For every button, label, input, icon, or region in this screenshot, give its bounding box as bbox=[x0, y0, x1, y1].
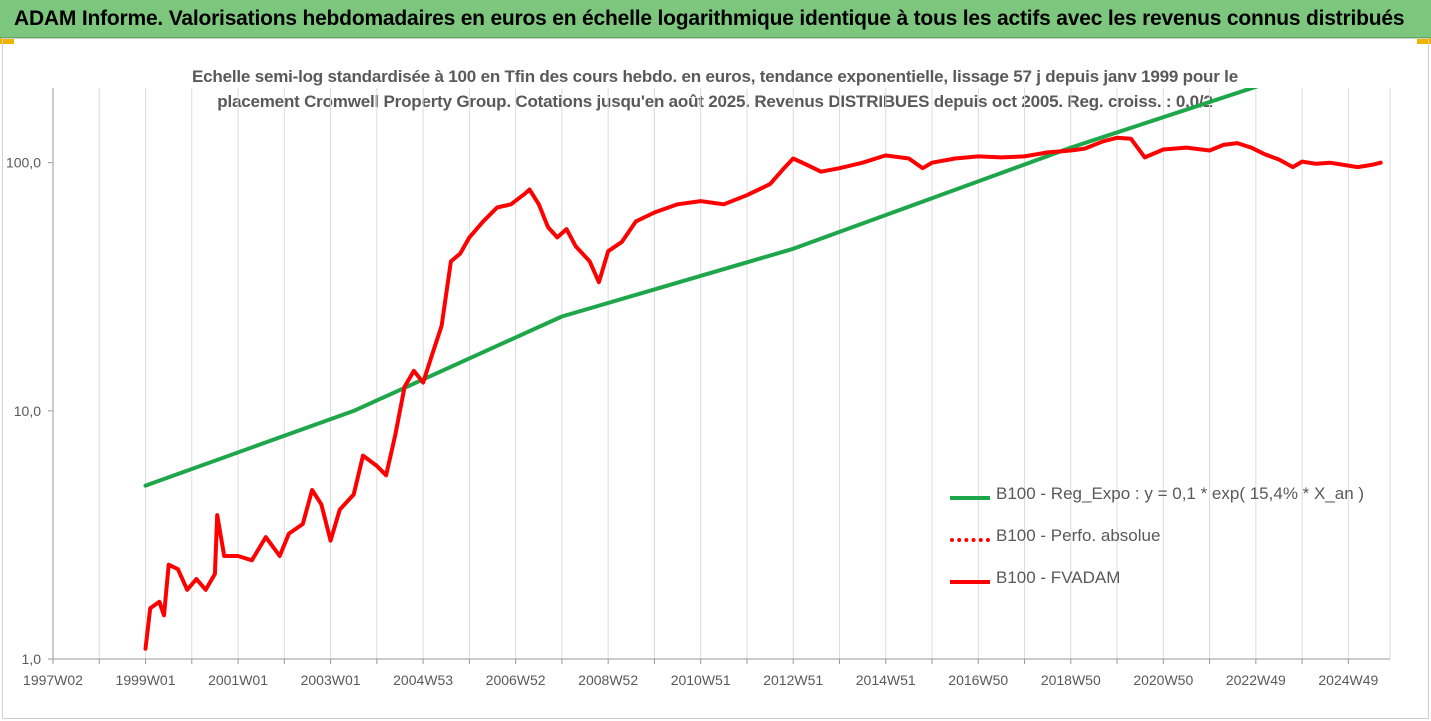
x-tick-label: 2010W51 bbox=[671, 672, 731, 688]
x-tick-label: 2016W50 bbox=[948, 672, 1008, 688]
y-tick-label: 100,0 bbox=[6, 155, 41, 171]
legend-swatch-regression bbox=[950, 496, 990, 500]
legend-label-regression: B100 - Reg_Expo : y = 0,1 * exp( 15,4% *… bbox=[996, 484, 1365, 503]
x-tick-label: 2012W51 bbox=[763, 672, 823, 688]
banner: ADAM Informe. Valorisations hebdomadaire… bbox=[0, 0, 1431, 38]
corner-mark-left bbox=[0, 38, 14, 44]
series-fvadam-line bbox=[143, 135, 1383, 651]
x-tick-label: 2020W50 bbox=[1133, 672, 1193, 688]
x-tick-label: 2008W52 bbox=[578, 672, 638, 688]
x-tick-label: 2022W49 bbox=[1226, 672, 1286, 688]
legend-label-fvadam: B100 - FVADAM bbox=[996, 568, 1121, 587]
legend-label-perfo: B100 - Perfo. absolue bbox=[996, 526, 1161, 545]
legend-swatch-fvadam bbox=[950, 580, 990, 584]
corner-mark-right bbox=[1417, 38, 1431, 44]
x-tick-label: 2003W01 bbox=[301, 672, 361, 688]
x-tick-label: 1999W01 bbox=[116, 672, 176, 688]
x-tick-label: 2024W49 bbox=[1318, 672, 1378, 688]
chart-frame bbox=[2, 38, 1429, 719]
x-tick-label: 2001W01 bbox=[208, 672, 268, 688]
chart-subtitle-line-2: placement Cromwell Property Group. Cotat… bbox=[217, 92, 1213, 111]
legend-swatch-perfo bbox=[950, 538, 990, 542]
banner-title: ADAM Informe. Valorisations hebdomadaire… bbox=[14, 7, 1405, 30]
series-regression-line bbox=[143, 88, 1259, 488]
x-tick-label: 1997W02 bbox=[23, 672, 83, 688]
y-tick-label: 10,0 bbox=[14, 403, 41, 419]
x-tick-label: 2006W52 bbox=[486, 672, 546, 688]
chart-subtitle: Echelle semi-log standardisée à 100 en T… bbox=[180, 64, 1250, 114]
x-tick-label: 2004W53 bbox=[393, 672, 453, 688]
y-tick-label: 1,0 bbox=[22, 651, 42, 667]
x-tick-label: 2018W50 bbox=[1041, 672, 1101, 688]
x-tick-label: 2014W51 bbox=[856, 672, 916, 688]
chart-subtitle-line-1: Echelle semi-log standardisée à 100 en T… bbox=[192, 67, 1238, 86]
